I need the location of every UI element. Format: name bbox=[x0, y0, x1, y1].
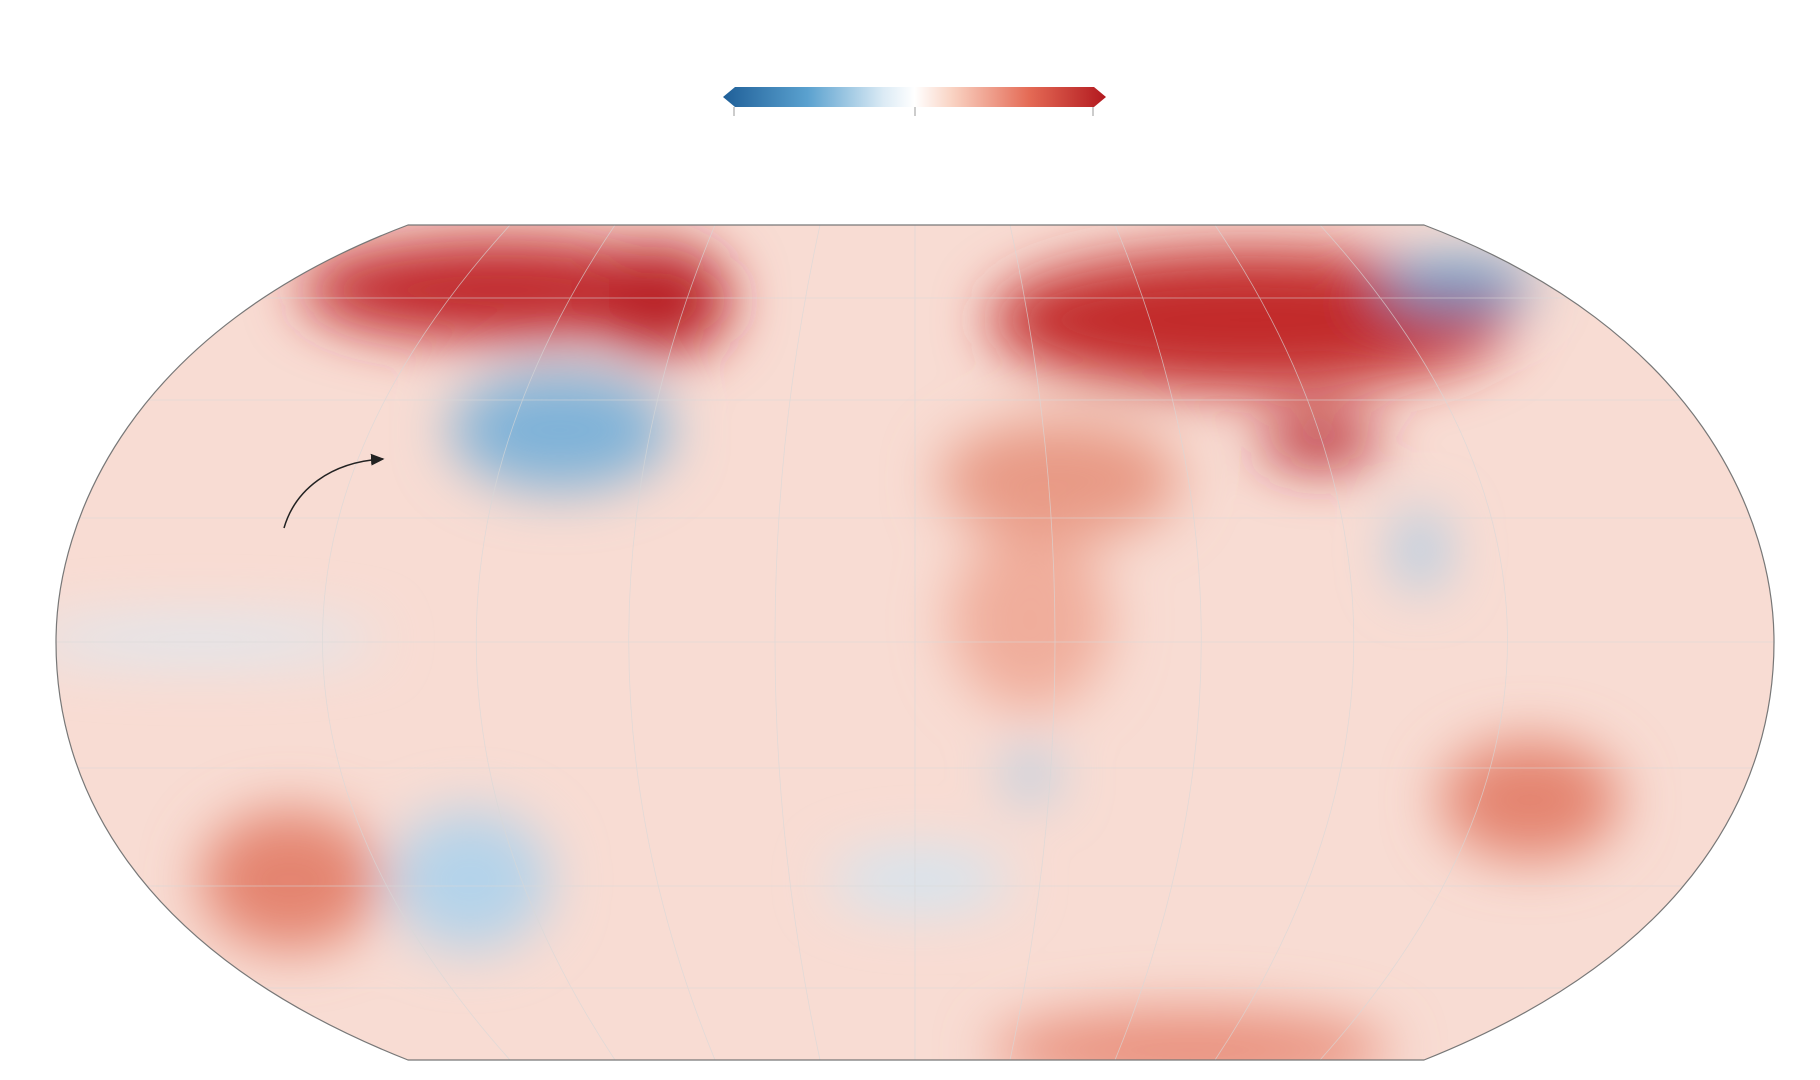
colorbar bbox=[723, 87, 1106, 116]
annotation-arrow bbox=[283, 453, 385, 529]
map bbox=[56, 225, 1774, 1060]
colorbar-ramp bbox=[723, 87, 1106, 107]
graticule bbox=[56, 225, 1774, 1060]
anomaly-field bbox=[56, 240, 1620, 1060]
map-outline bbox=[55, 224, 1775, 1061]
